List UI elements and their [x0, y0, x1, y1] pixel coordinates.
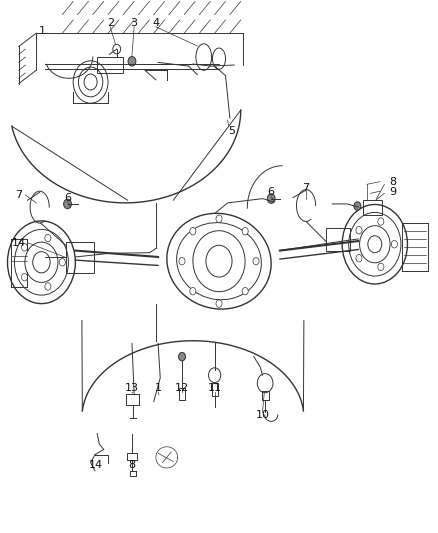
Circle shape — [179, 352, 185, 361]
Text: 5: 5 — [229, 126, 236, 136]
Text: 6: 6 — [64, 192, 71, 203]
Bar — [127, 453, 137, 460]
Bar — [179, 389, 185, 400]
Circle shape — [391, 240, 397, 248]
Circle shape — [267, 194, 275, 204]
Text: 1: 1 — [39, 26, 46, 36]
Text: 9: 9 — [389, 187, 397, 197]
Text: 10: 10 — [255, 410, 269, 420]
Text: 14: 14 — [12, 238, 26, 248]
Bar — [126, 394, 139, 406]
Text: 8: 8 — [128, 461, 135, 470]
Bar — [97, 57, 123, 73]
Circle shape — [190, 228, 196, 235]
Circle shape — [21, 273, 28, 281]
Bar — [363, 200, 382, 215]
Text: 4: 4 — [152, 18, 159, 28]
Circle shape — [356, 255, 362, 262]
Text: 7: 7 — [15, 190, 22, 200]
Bar — [66, 242, 94, 273]
Circle shape — [45, 282, 51, 290]
Bar — [261, 391, 268, 400]
Circle shape — [242, 287, 248, 295]
Circle shape — [190, 287, 196, 295]
Circle shape — [242, 228, 248, 235]
Circle shape — [253, 257, 259, 265]
Text: 8: 8 — [389, 176, 397, 187]
Circle shape — [378, 263, 384, 271]
Circle shape — [21, 244, 28, 251]
Bar — [325, 228, 350, 251]
Circle shape — [179, 257, 185, 265]
Circle shape — [59, 259, 65, 266]
Circle shape — [45, 235, 51, 242]
Text: 11: 11 — [208, 383, 222, 393]
Text: 12: 12 — [175, 383, 189, 393]
Text: 3: 3 — [131, 18, 138, 28]
Text: 2: 2 — [106, 18, 114, 28]
Circle shape — [216, 300, 222, 308]
Text: 14: 14 — [89, 461, 103, 470]
Text: 13: 13 — [125, 383, 139, 393]
Text: 1: 1 — [155, 383, 162, 393]
Circle shape — [128, 56, 136, 66]
Circle shape — [378, 218, 384, 225]
Circle shape — [216, 215, 222, 222]
Bar — [212, 383, 218, 397]
Text: 7: 7 — [303, 183, 310, 193]
Text: 6: 6 — [267, 187, 274, 197]
Circle shape — [356, 227, 362, 234]
Circle shape — [64, 199, 71, 209]
Circle shape — [354, 202, 361, 211]
